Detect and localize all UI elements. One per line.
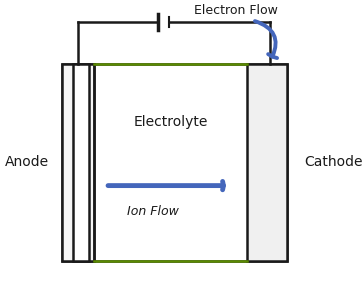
Bar <box>62 64 287 261</box>
Bar <box>73 64 89 261</box>
Text: Ion Flow: Ion Flow <box>127 205 178 218</box>
Text: Electron Flow: Electron Flow <box>194 4 278 17</box>
Text: Anode: Anode <box>5 155 49 169</box>
Text: Cathode: Cathode <box>305 155 363 169</box>
Text: Electrolyte: Electrolyte <box>134 115 208 129</box>
Bar <box>62 64 94 261</box>
Bar <box>247 64 287 261</box>
